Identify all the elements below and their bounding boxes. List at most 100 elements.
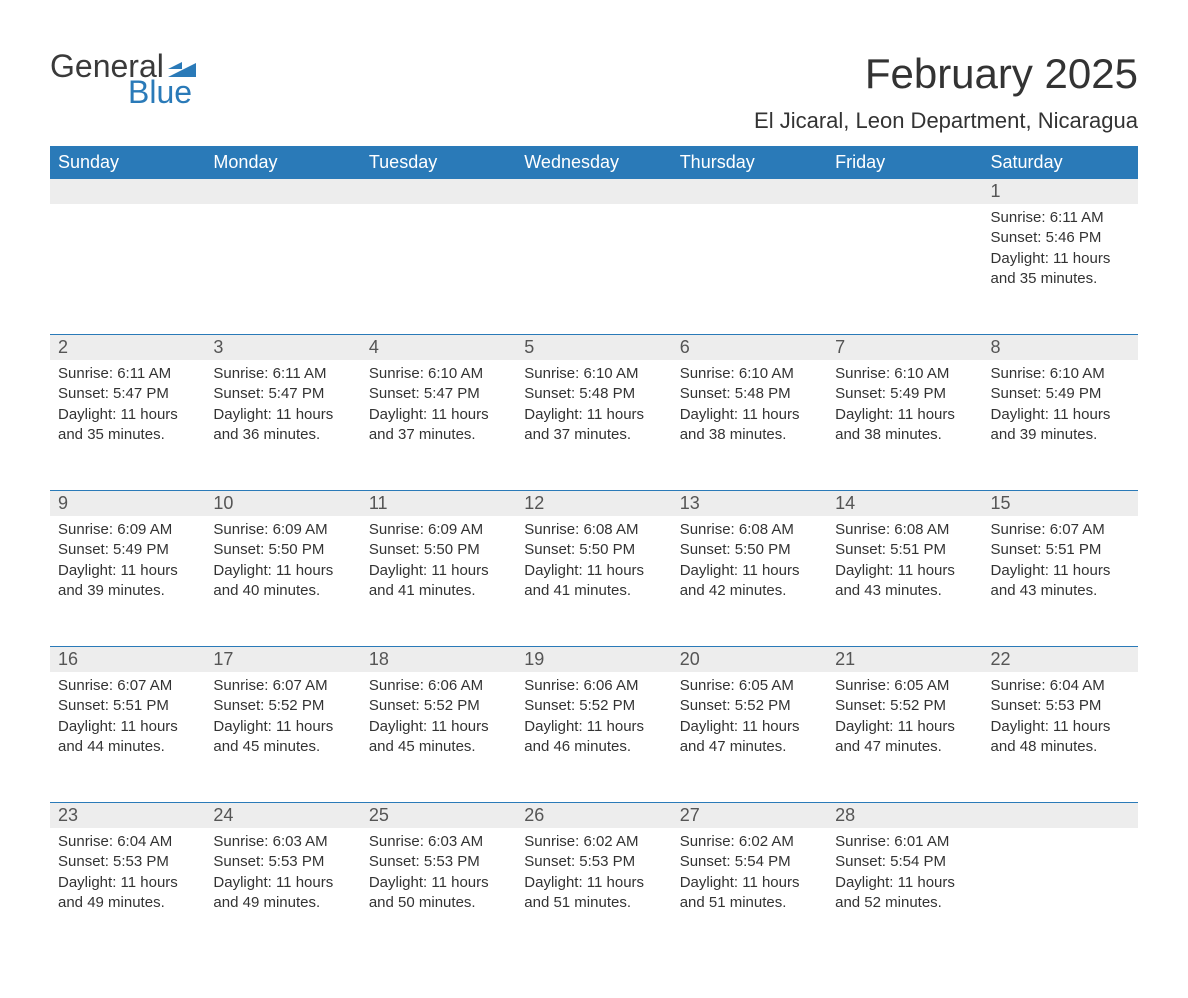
sunrise-line: Sunrise: 6:09 AM bbox=[213, 520, 352, 540]
day-body: Sunrise: 6:11 AMSunset: 5:47 PMDaylight:… bbox=[205, 360, 360, 445]
day-number: 6 bbox=[672, 335, 827, 360]
day-body: Sunrise: 6:01 AMSunset: 5:54 PMDaylight:… bbox=[827, 828, 982, 913]
calendar-day: Sunrise: 6:06 AMSunset: 5:52 PMDaylight:… bbox=[516, 672, 671, 802]
calendar-day: Sunrise: 6:10 AMSunset: 5:48 PMDaylight:… bbox=[672, 360, 827, 490]
calendar-day: Sunrise: 6:11 AMSunset: 5:47 PMDaylight:… bbox=[50, 360, 205, 490]
day-body: Sunrise: 6:11 AMSunset: 5:47 PMDaylight:… bbox=[50, 360, 205, 445]
day-number: 5 bbox=[516, 335, 671, 360]
sunset-line: Sunset: 5:52 PM bbox=[680, 696, 819, 716]
day-number: 19 bbox=[516, 647, 671, 672]
sunset-line: Sunset: 5:53 PM bbox=[369, 852, 508, 872]
sunrise-line: Sunrise: 6:08 AM bbox=[680, 520, 819, 540]
sunset-line: Sunset: 5:53 PM bbox=[991, 696, 1130, 716]
daylight-line: Daylight: 11 hours and 47 minutes. bbox=[680, 717, 819, 758]
daynum-row: 9101112131415 bbox=[50, 491, 1138, 516]
day-number: 27 bbox=[672, 803, 827, 828]
daylight-line: Daylight: 11 hours and 35 minutes. bbox=[991, 249, 1130, 290]
daylight-line: Daylight: 11 hours and 49 minutes. bbox=[213, 873, 352, 914]
day-body: Sunrise: 6:07 AMSunset: 5:51 PMDaylight:… bbox=[50, 672, 205, 757]
sunset-line: Sunset: 5:46 PM bbox=[991, 228, 1130, 248]
sunrise-line: Sunrise: 6:08 AM bbox=[524, 520, 663, 540]
sunrise-line: Sunrise: 6:01 AM bbox=[835, 832, 974, 852]
calendar-day: Sunrise: 6:03 AMSunset: 5:53 PMDaylight:… bbox=[205, 828, 360, 958]
day-number: 10 bbox=[205, 491, 360, 516]
day-number: 13 bbox=[672, 491, 827, 516]
daylight-line: Daylight: 11 hours and 47 minutes. bbox=[835, 717, 974, 758]
daylight-line: Daylight: 11 hours and 37 minutes. bbox=[369, 405, 508, 446]
calendar-day: Sunrise: 6:04 AMSunset: 5:53 PMDaylight:… bbox=[983, 672, 1138, 802]
day-number: 17 bbox=[205, 647, 360, 672]
sunrise-line: Sunrise: 6:07 AM bbox=[58, 676, 197, 696]
sunset-line: Sunset: 5:47 PM bbox=[58, 384, 197, 404]
day-body: Sunrise: 6:03 AMSunset: 5:53 PMDaylight:… bbox=[205, 828, 360, 913]
day-number: 22 bbox=[983, 647, 1138, 672]
sunrise-line: Sunrise: 6:10 AM bbox=[369, 364, 508, 384]
day-body: Sunrise: 6:04 AMSunset: 5:53 PMDaylight:… bbox=[50, 828, 205, 913]
day-number: 12 bbox=[516, 491, 671, 516]
sunset-line: Sunset: 5:52 PM bbox=[524, 696, 663, 716]
day-body: Sunrise: 6:02 AMSunset: 5:53 PMDaylight:… bbox=[516, 828, 671, 913]
daylight-line: Daylight: 11 hours and 45 minutes. bbox=[213, 717, 352, 758]
sunset-line: Sunset: 5:50 PM bbox=[369, 540, 508, 560]
header: General Blue February 2025 El Jicaral, L… bbox=[50, 50, 1138, 134]
weekday-header-row: SundayMondayTuesdayWednesdayThursdayFrid… bbox=[50, 146, 1138, 179]
day-body: Sunrise: 6:08 AMSunset: 5:50 PMDaylight:… bbox=[672, 516, 827, 601]
calendar-day bbox=[516, 204, 671, 334]
sunset-line: Sunset: 5:52 PM bbox=[369, 696, 508, 716]
day-body: Sunrise: 6:07 AMSunset: 5:52 PMDaylight:… bbox=[205, 672, 360, 757]
sunset-line: Sunset: 5:47 PM bbox=[213, 384, 352, 404]
daylight-line: Daylight: 11 hours and 42 minutes. bbox=[680, 561, 819, 602]
sunrise-line: Sunrise: 6:02 AM bbox=[524, 832, 663, 852]
day-body: Sunrise: 6:03 AMSunset: 5:53 PMDaylight:… bbox=[361, 828, 516, 913]
calendar-day: Sunrise: 6:07 AMSunset: 5:51 PMDaylight:… bbox=[983, 516, 1138, 646]
calendar-day: Sunrise: 6:07 AMSunset: 5:52 PMDaylight:… bbox=[205, 672, 360, 802]
day-number: 15 bbox=[983, 491, 1138, 516]
sunset-line: Sunset: 5:53 PM bbox=[524, 852, 663, 872]
daylight-line: Daylight: 11 hours and 48 minutes. bbox=[991, 717, 1130, 758]
sunrise-line: Sunrise: 6:11 AM bbox=[991, 208, 1130, 228]
sunrise-line: Sunrise: 6:04 AM bbox=[991, 676, 1130, 696]
calendar-day: Sunrise: 6:08 AMSunset: 5:50 PMDaylight:… bbox=[672, 516, 827, 646]
sunrise-line: Sunrise: 6:10 AM bbox=[680, 364, 819, 384]
sunrise-line: Sunrise: 6:04 AM bbox=[58, 832, 197, 852]
day-body: Sunrise: 6:09 AMSunset: 5:50 PMDaylight:… bbox=[361, 516, 516, 601]
day-number: 14 bbox=[827, 491, 982, 516]
weekday-friday: Friday bbox=[827, 146, 982, 179]
sunset-line: Sunset: 5:51 PM bbox=[835, 540, 974, 560]
day-number bbox=[50, 179, 205, 204]
day-number bbox=[983, 803, 1138, 828]
daylight-line: Daylight: 11 hours and 41 minutes. bbox=[524, 561, 663, 602]
sunset-line: Sunset: 5:52 PM bbox=[213, 696, 352, 716]
day-body: Sunrise: 6:11 AMSunset: 5:46 PMDaylight:… bbox=[983, 204, 1138, 289]
calendar-day: Sunrise: 6:01 AMSunset: 5:54 PMDaylight:… bbox=[827, 828, 982, 958]
weekday-sunday: Sunday bbox=[50, 146, 205, 179]
day-number: 24 bbox=[205, 803, 360, 828]
calendar-day: Sunrise: 6:02 AMSunset: 5:53 PMDaylight:… bbox=[516, 828, 671, 958]
daylight-line: Daylight: 11 hours and 44 minutes. bbox=[58, 717, 197, 758]
day-number: 9 bbox=[50, 491, 205, 516]
day-body: Sunrise: 6:06 AMSunset: 5:52 PMDaylight:… bbox=[516, 672, 671, 757]
day-body: Sunrise: 6:10 AMSunset: 5:49 PMDaylight:… bbox=[983, 360, 1138, 445]
day-number: 18 bbox=[361, 647, 516, 672]
location: El Jicaral, Leon Department, Nicaragua bbox=[754, 108, 1138, 134]
day-body: Sunrise: 6:05 AMSunset: 5:52 PMDaylight:… bbox=[827, 672, 982, 757]
sunrise-line: Sunrise: 6:06 AM bbox=[369, 676, 508, 696]
calendar-day: Sunrise: 6:09 AMSunset: 5:50 PMDaylight:… bbox=[361, 516, 516, 646]
day-number bbox=[205, 179, 360, 204]
day-body: Sunrise: 6:09 AMSunset: 5:50 PMDaylight:… bbox=[205, 516, 360, 601]
day-body: Sunrise: 6:10 AMSunset: 5:48 PMDaylight:… bbox=[672, 360, 827, 445]
daylight-line: Daylight: 11 hours and 43 minutes. bbox=[835, 561, 974, 602]
calendar: SundayMondayTuesdayWednesdayThursdayFrid… bbox=[50, 146, 1138, 958]
calendar-day bbox=[983, 828, 1138, 958]
weekday-monday: Monday bbox=[205, 146, 360, 179]
weekday-tuesday: Tuesday bbox=[361, 146, 516, 179]
sunrise-line: Sunrise: 6:03 AM bbox=[213, 832, 352, 852]
sunrise-line: Sunrise: 6:09 AM bbox=[58, 520, 197, 540]
day-number bbox=[672, 179, 827, 204]
daylight-line: Daylight: 11 hours and 38 minutes. bbox=[680, 405, 819, 446]
day-number bbox=[827, 179, 982, 204]
calendar-week: 1Sunrise: 6:11 AMSunset: 5:46 PMDaylight… bbox=[50, 179, 1138, 334]
daynum-row: 2345678 bbox=[50, 335, 1138, 360]
sunset-line: Sunset: 5:53 PM bbox=[213, 852, 352, 872]
calendar-day: Sunrise: 6:10 AMSunset: 5:47 PMDaylight:… bbox=[361, 360, 516, 490]
